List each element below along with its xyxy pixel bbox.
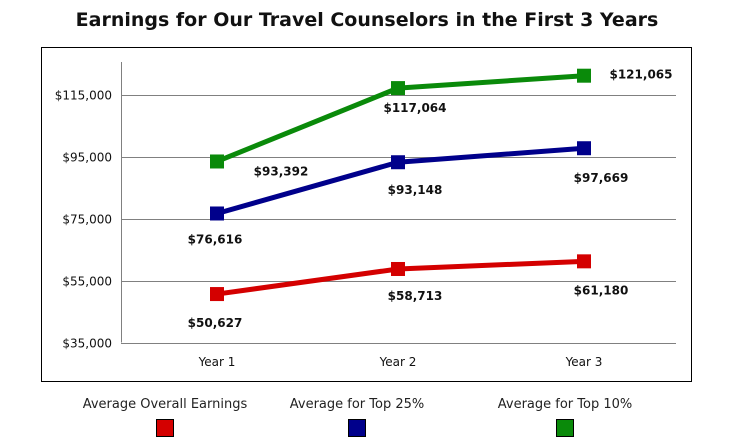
x-tick-label: Year 3 [565, 355, 603, 369]
data-point-marker [391, 81, 405, 96]
legend-label-top10: Average for Top 10% [497, 397, 633, 412]
chart-frame [41, 47, 692, 382]
data-label: $93,392 [254, 164, 309, 178]
legend-label-overall: Average Overall Earnings [82, 397, 248, 412]
legend-item-top25: Average for Top 25% [282, 397, 432, 441]
legend-item-overall: Average Overall Earnings [80, 397, 250, 441]
y-tick-label: $55,000 [62, 275, 112, 289]
data-point-marker [210, 154, 224, 169]
x-tick-label: Year 2 [379, 355, 417, 369]
data-label: $58,713 [388, 289, 443, 303]
data-label: $117,064 [383, 101, 446, 115]
data-label: $97,669 [574, 171, 629, 185]
y-tick-label: $35,000 [62, 337, 112, 351]
legend-item-top10: Average for Top 10% [485, 397, 645, 441]
y-tick-label: $115,000 [55, 89, 112, 103]
data-point-marker [577, 141, 591, 156]
legend-swatch-top10 [556, 419, 574, 437]
legend-label-top25: Average for Top 25% [289, 397, 425, 412]
data-label: $121,065 [609, 68, 672, 82]
legend-swatch-overall [156, 419, 174, 437]
data-label: $61,180 [574, 283, 629, 297]
data-point-marker [391, 155, 405, 170]
data-point-marker [577, 68, 591, 83]
data-point-marker [577, 254, 591, 269]
chart-title: Earnings for Our Travel Counselors in th… [75, 9, 659, 31]
legend-swatch-top25 [348, 419, 366, 437]
data-point-marker [210, 206, 224, 221]
data-point-marker [210, 287, 224, 302]
y-tick-label: $75,000 [62, 213, 112, 227]
data-point-marker [391, 261, 405, 276]
data-label: $76,616 [188, 232, 243, 246]
data-label: $50,627 [188, 316, 243, 330]
y-tick-label: $95,000 [62, 151, 112, 165]
x-tick-label: Year 1 [198, 355, 236, 369]
data-label: $93,148 [388, 183, 443, 197]
